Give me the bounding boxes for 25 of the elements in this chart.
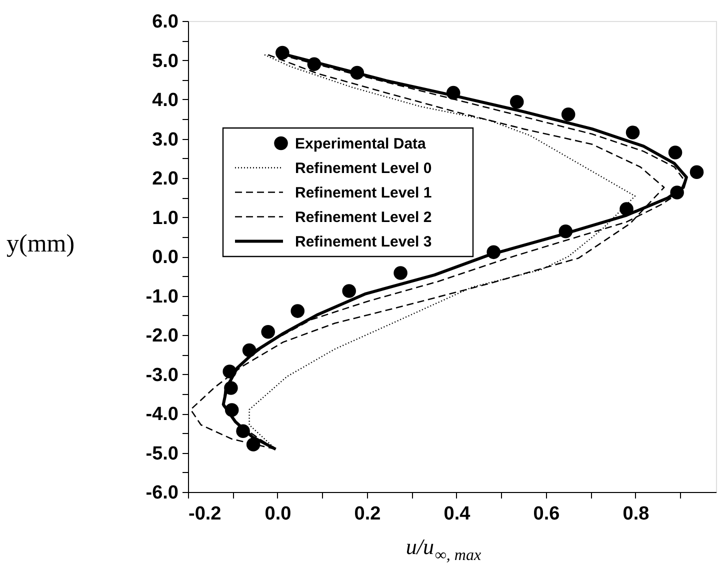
- legend-label: Refinement Level 3: [295, 233, 432, 250]
- legend-label: Experimental Data: [295, 135, 427, 152]
- y-tick-label: 0.0: [152, 247, 178, 268]
- y-tick-label: 1.0: [152, 208, 178, 229]
- x-tick-label: 0.2: [354, 504, 381, 524]
- y-tick-label: 3.0: [152, 129, 178, 150]
- y-tick-label: 4.0: [152, 90, 178, 111]
- legend-label: Refinement Level 1: [295, 184, 432, 202]
- x-tick-label: -0.2: [188, 504, 222, 524]
- x-tick-label: 0.0: [264, 504, 292, 524]
- legend-label: Refinement Level 0: [295, 160, 432, 177]
- y-tick-label: -5.0: [146, 443, 178, 464]
- y-tick-label: 5.0: [152, 50, 178, 72]
- y-tick-label: -6.0: [146, 482, 178, 504]
- legend-label: Refinement Level 2: [295, 208, 432, 226]
- y-tick-label: -1.0: [146, 286, 178, 308]
- x-tick-label: 0.8: [622, 504, 650, 524]
- y-tick-label: -2.0: [146, 326, 178, 346]
- y-tick-label: -3.0: [146, 364, 178, 386]
- y-tick-label: 2.0: [152, 168, 178, 190]
- y-axis-title: y(mm): [6, 230, 75, 258]
- x-tick-label: 0.4: [444, 504, 471, 524]
- y-tick-label: -4.0: [146, 404, 178, 425]
- y-tick-label: 6.0: [152, 12, 178, 32]
- x-tick-label: 0.6: [533, 504, 560, 524]
